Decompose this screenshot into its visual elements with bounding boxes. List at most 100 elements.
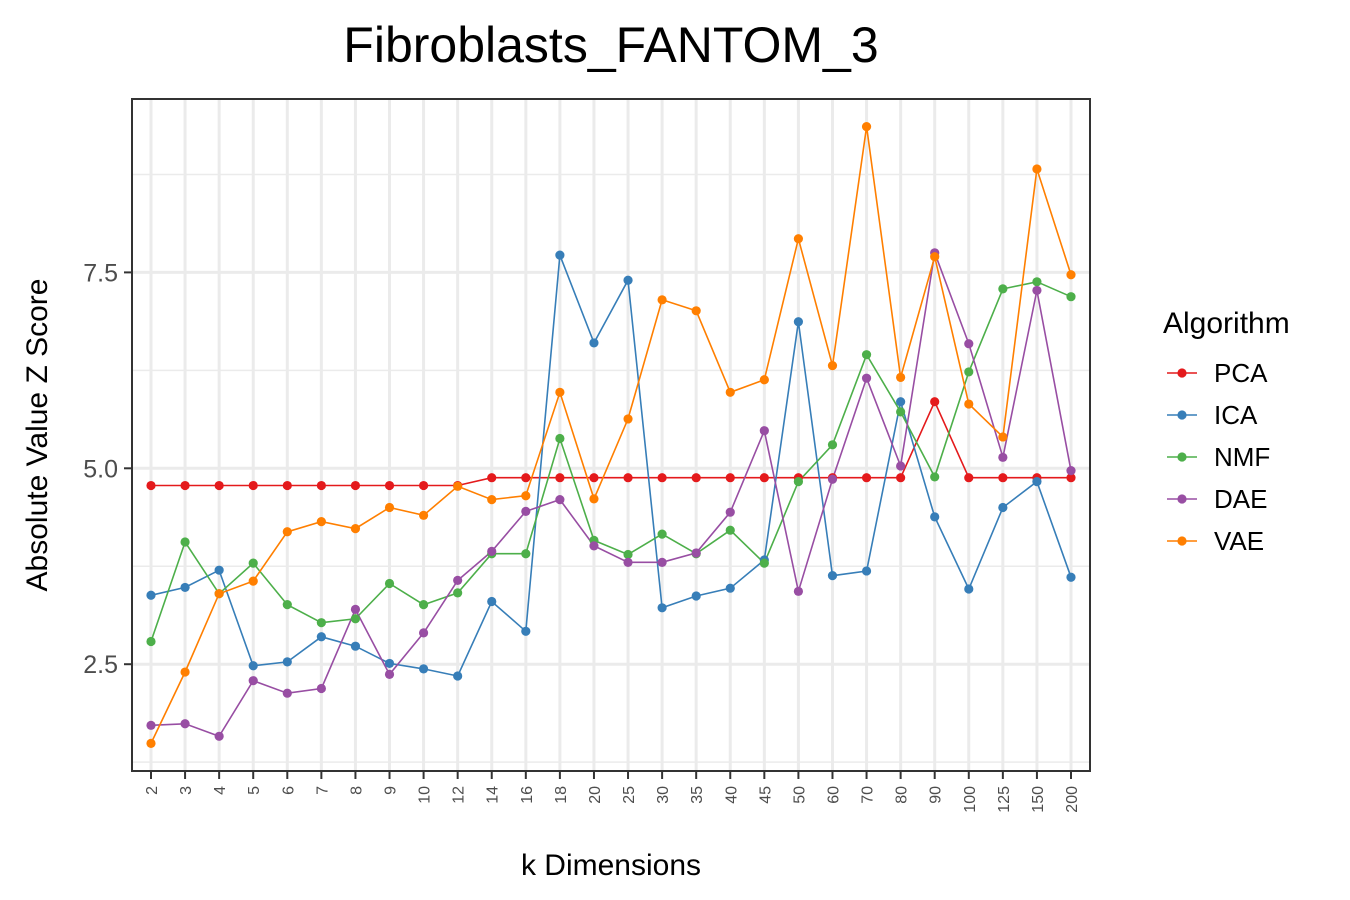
chart-title: Fibroblasts_FANTOM_3 bbox=[343, 17, 878, 73]
data-point-pca bbox=[1066, 473, 1076, 483]
x-tick-label: 45 bbox=[757, 786, 774, 804]
data-point-vae bbox=[759, 375, 769, 385]
data-point-nmf bbox=[861, 350, 872, 360]
legend-marker-dae bbox=[1177, 494, 1187, 504]
data-point-vae bbox=[930, 252, 940, 262]
data-point-dae bbox=[793, 586, 804, 596]
data-point-pca bbox=[691, 473, 701, 483]
data-point-pca bbox=[725, 473, 735, 483]
data-point-vae bbox=[623, 414, 633, 424]
series-line-dae bbox=[150, 249, 1072, 738]
data-point-ica bbox=[384, 658, 395, 669]
x-tick-label: 10 bbox=[417, 786, 434, 804]
data-point-ica bbox=[623, 275, 633, 285]
data-point-ica bbox=[453, 671, 463, 681]
data-point-ica bbox=[793, 317, 804, 327]
data-point-pca bbox=[350, 480, 361, 491]
data-point-ica bbox=[180, 582, 190, 593]
data-point-vae bbox=[350, 524, 361, 534]
data-point-ica bbox=[146, 590, 156, 600]
series-lines bbox=[150, 126, 1072, 744]
x-tick-label: 35 bbox=[689, 786, 706, 804]
data-point-ica bbox=[214, 565, 224, 575]
legend-label-nmf: NMF bbox=[1214, 442, 1270, 472]
x-tick-label: 25 bbox=[621, 786, 638, 804]
data-point-vae bbox=[691, 306, 701, 316]
data-point-dae bbox=[691, 548, 701, 558]
data-point-dae bbox=[418, 628, 429, 638]
data-point-vae bbox=[725, 387, 735, 397]
data-point-vae bbox=[180, 667, 190, 677]
data-point-vae bbox=[555, 387, 565, 397]
data-point-nmf bbox=[350, 614, 361, 624]
x-tick-label: 9 bbox=[383, 786, 400, 795]
data-point-vae bbox=[964, 399, 974, 409]
data-point-nmf bbox=[316, 618, 326, 628]
data-point-vae bbox=[146, 738, 156, 748]
data-point-ica bbox=[521, 626, 531, 636]
data-point-dae bbox=[282, 688, 292, 698]
data-point-ica bbox=[896, 397, 906, 407]
data-point-nmf bbox=[384, 578, 395, 589]
series-line-ica bbox=[150, 254, 1072, 677]
data-point-pca bbox=[146, 480, 156, 491]
data-point-pca bbox=[248, 480, 258, 491]
x-tick-label: 5 bbox=[246, 786, 263, 795]
series-points bbox=[146, 122, 1076, 748]
data-point-pca bbox=[555, 473, 565, 483]
series-line-pca bbox=[151, 399, 1071, 487]
data-point-pca bbox=[657, 473, 667, 483]
data-point-nmf bbox=[759, 558, 769, 568]
data-point-ica bbox=[555, 250, 565, 260]
series-line-vae bbox=[150, 126, 1072, 744]
data-point-ica bbox=[282, 657, 292, 667]
data-point-nmf bbox=[146, 636, 156, 647]
data-point-nmf bbox=[623, 549, 633, 560]
data-point-nmf bbox=[657, 529, 667, 539]
data-point-nmf bbox=[1066, 292, 1076, 302]
legend-label-dae: DAE bbox=[1214, 484, 1267, 514]
data-point-nmf bbox=[827, 440, 838, 450]
data-point-dae bbox=[350, 604, 361, 614]
x-tick-label: 60 bbox=[825, 786, 842, 804]
legend-label-vae: VAE bbox=[1214, 526, 1264, 556]
x-tick-label: 40 bbox=[723, 786, 740, 804]
x-tick-label: 7 bbox=[314, 786, 331, 795]
data-point-ica bbox=[487, 596, 497, 607]
data-point-nmf bbox=[998, 284, 1008, 294]
data-point-dae bbox=[759, 426, 769, 436]
data-point-ica bbox=[998, 502, 1008, 513]
data-point-nmf bbox=[896, 407, 906, 417]
legend-marker-nmf bbox=[1177, 452, 1187, 462]
data-point-dae bbox=[896, 461, 906, 471]
x-tick-label: 90 bbox=[928, 786, 945, 804]
data-point-vae bbox=[1032, 164, 1042, 174]
data-point-pca bbox=[861, 473, 872, 483]
legend-label-ica: ICA bbox=[1214, 400, 1258, 430]
x-tick-label: 80 bbox=[894, 786, 911, 804]
data-point-ica bbox=[861, 566, 872, 576]
data-point-ica bbox=[248, 661, 258, 671]
y-axis: 2.5 5.0 7.5 bbox=[83, 259, 132, 679]
y-tick-label: 7.5 bbox=[83, 259, 118, 287]
grid-lines bbox=[133, 100, 1089, 770]
data-point-vae bbox=[453, 481, 463, 491]
data-point-nmf bbox=[964, 367, 974, 377]
data-point-pca bbox=[418, 480, 429, 491]
data-point-dae bbox=[248, 676, 258, 686]
data-point-ica bbox=[930, 512, 940, 522]
data-point-ica bbox=[1066, 572, 1076, 582]
data-point-pca bbox=[896, 473, 906, 483]
data-point-vae bbox=[214, 589, 224, 599]
data-point-vae bbox=[384, 502, 395, 513]
x-tick-label: 12 bbox=[451, 786, 468, 804]
data-point-pca bbox=[282, 480, 292, 491]
data-point-ica bbox=[316, 632, 326, 642]
x-tick-label: 70 bbox=[860, 786, 877, 804]
data-point-pca bbox=[998, 473, 1008, 483]
x-tick-label: 2 bbox=[144, 786, 161, 795]
data-point-vae bbox=[861, 122, 872, 132]
data-point-vae bbox=[657, 295, 667, 305]
legend-marker-vae bbox=[1177, 536, 1187, 546]
